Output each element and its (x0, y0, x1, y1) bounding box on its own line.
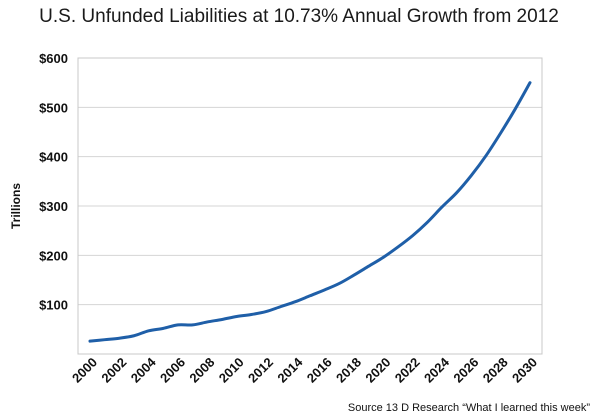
x-tick-label: 2024 (421, 354, 453, 386)
x-tick-label: 2016 (304, 355, 335, 386)
x-tick-label: 2014 (274, 354, 306, 386)
x-tick-label: 2022 (392, 355, 423, 386)
x-tick-label: 2026 (450, 355, 481, 386)
x-tick-label: 2000 (69, 355, 100, 386)
x-tick-label: 2018 (333, 355, 364, 386)
x-tick-label: 2010 (216, 355, 247, 386)
x-tick-label: 2006 (157, 355, 188, 386)
x-tick-label: 2020 (362, 355, 393, 386)
grid-layer (78, 57, 542, 306)
y-tick-labels: $600 $500 $400 $300 $200 $100 (39, 51, 68, 313)
series-line-0 (88, 81, 532, 343)
plot-frame (77, 57, 543, 355)
x-tick-label: 2028 (480, 355, 511, 386)
chart-title: U.S. Unfunded Liabilities at 10.73% Annu… (39, 6, 559, 27)
x-tick-label: 2008 (186, 355, 217, 386)
y-axis-label: Trillions (9, 183, 23, 229)
y-tick-label: $500 (39, 100, 68, 115)
x-tick-labels: 2000200220042006200820102012201420162018… (69, 354, 540, 386)
x-tick-label: 2030 (509, 355, 540, 386)
axis-layer (77, 57, 543, 355)
y-tick-label: $600 (39, 51, 68, 66)
x-tick-label: 2002 (98, 355, 129, 386)
x-tick-label: 2012 (245, 355, 276, 386)
y-tick-label: $200 (39, 248, 68, 263)
y-tick-label: $400 (39, 150, 68, 165)
x-tick-label: 2004 (128, 354, 160, 386)
series-layer (88, 81, 532, 343)
chart-source: Source 13 D Research “What I learned thi… (347, 402, 590, 414)
y-tick-label: $300 (39, 199, 68, 214)
y-tick-label: $100 (39, 298, 68, 313)
